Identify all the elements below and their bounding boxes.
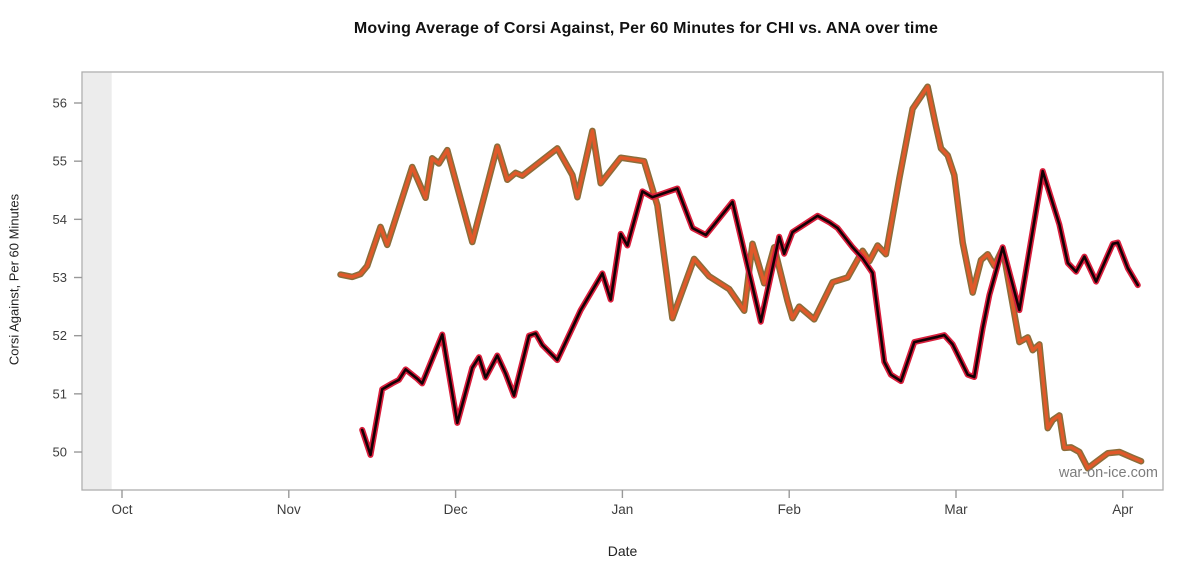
y-tick-label: 52	[53, 328, 67, 343]
plot-panel-border	[81, 71, 1164, 491]
x-axis-title: Date	[607, 543, 638, 559]
watermark: war-on-ice.com	[1058, 465, 1158, 481]
x-tick-label: Feb	[778, 502, 801, 517]
x-tick-label: Apr	[1112, 502, 1134, 517]
x-tick-label: Mar	[944, 502, 968, 517]
y-tick-label: 54	[53, 212, 67, 227]
y-tick-label: 51	[53, 386, 67, 401]
axis-ticks: 50 51 52 53 54 55 56 Oct Nov Dec Jan Feb Mar Apr	[53, 96, 1134, 518]
series-line-ANA-core	[338, 84, 1143, 470]
x-tick-label: Jan	[612, 502, 634, 517]
x-tick-label: Oct	[111, 502, 132, 517]
x-tick-label: Dec	[444, 502, 468, 517]
y-tick-label: 56	[53, 96, 67, 111]
chart-title: Moving Average of Corsi Against, Per 60 …	[353, 20, 939, 37]
x-tick-label: Nov	[277, 502, 301, 517]
series-line-CHI-core	[360, 169, 1140, 457]
y-tick-label: 50	[53, 445, 67, 460]
y-tick-label: 55	[53, 154, 67, 169]
series-lines	[337, 83, 1145, 472]
y-tick-label: 53	[53, 270, 67, 285]
pre-season-band	[82, 72, 112, 490]
